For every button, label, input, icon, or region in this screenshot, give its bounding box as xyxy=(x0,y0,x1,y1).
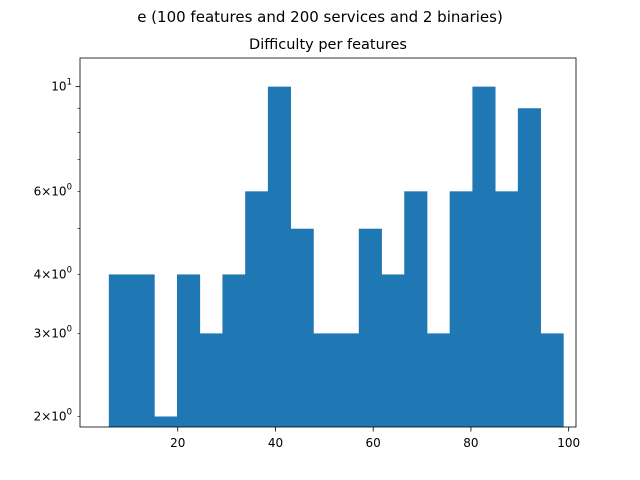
y-tick-label: 6×100 xyxy=(34,182,72,198)
histogram-bar xyxy=(290,228,314,427)
histogram-bar xyxy=(449,191,473,427)
histogram-bar xyxy=(404,191,428,427)
x-tick-label: 80 xyxy=(463,436,478,450)
y-tick-label: 4×100 xyxy=(34,265,72,281)
histogram-bar xyxy=(381,274,405,427)
chart-title: Difficulty per features xyxy=(249,37,407,53)
histogram-bar xyxy=(313,333,337,427)
histogram-bar xyxy=(131,274,155,427)
histogram-bar xyxy=(108,274,132,427)
y-tick-label: 101 xyxy=(51,78,72,94)
histogram-bar xyxy=(358,228,382,427)
plot-frame xyxy=(79,57,577,428)
histogram-bar xyxy=(336,333,360,427)
histogram-bar xyxy=(267,86,292,428)
histogram-bar xyxy=(177,274,201,427)
histogram-bar xyxy=(495,191,519,427)
figure-suptitle: e (100 features and 200 services and 2 b… xyxy=(137,8,503,26)
histogram-bar xyxy=(472,86,496,428)
x-tick-label: 60 xyxy=(366,436,381,450)
axes-group: 20 40 60 80 100 101 2×100 3×100 4×100 6×100 xyxy=(34,57,580,450)
histogram-bar xyxy=(245,191,269,427)
x-tick-label: 100 xyxy=(557,436,580,450)
x-tick-label: 40 xyxy=(268,436,283,450)
y-tick-label: 3×100 xyxy=(34,324,72,340)
bars-group xyxy=(108,86,564,428)
histogram-bar xyxy=(222,274,246,427)
y-tick-label: 2×100 xyxy=(34,407,72,423)
histogram-bar xyxy=(426,333,451,427)
histogram-bar xyxy=(199,333,223,427)
histogram-bar xyxy=(517,108,541,428)
histogram-bar xyxy=(540,333,564,427)
histogram-bar xyxy=(154,416,178,427)
x-tick-label: 20 xyxy=(170,436,185,450)
